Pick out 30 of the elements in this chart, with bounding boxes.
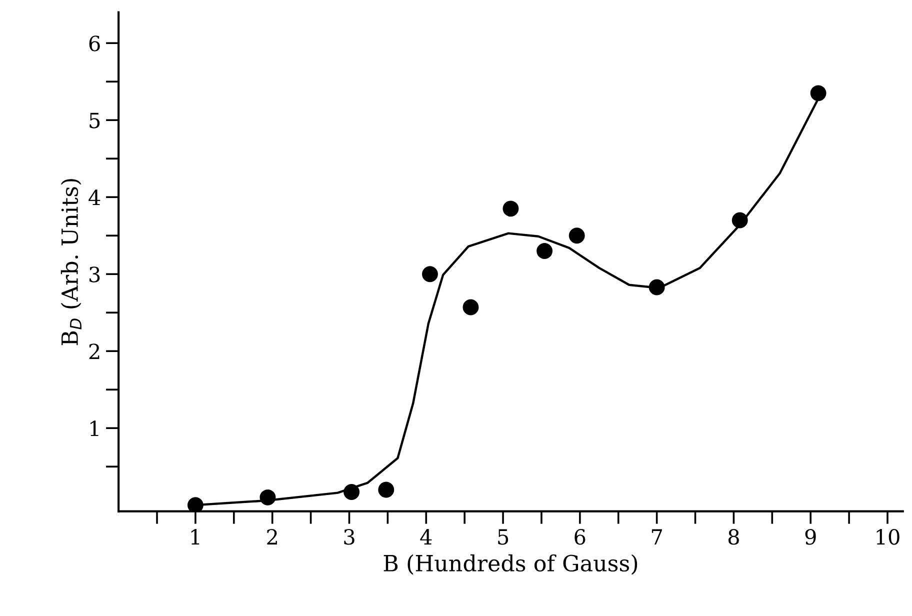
x-tick-label: 8	[728, 529, 739, 545]
point	[422, 266, 438, 282]
y-tick-label: 2	[89, 344, 100, 360]
point	[462, 299, 479, 316]
point	[187, 497, 204, 512]
y-axis-title: B$_{D}$ (Arb. Units)	[60, 179, 82, 346]
y-tick-label: 3	[90, 266, 100, 282]
y-tick-label: 5	[90, 112, 100, 128]
x-axis-title: B (Hundreds of Gauss)	[384, 554, 638, 575]
point	[568, 228, 585, 244]
x-tick-label: 2	[267, 529, 277, 544]
point	[648, 279, 665, 296]
x-tick-label: 4	[420, 529, 432, 544]
x-tick-label: 9	[805, 529, 816, 545]
point	[344, 484, 360, 500]
x-tick-label: 3	[344, 529, 354, 545]
x-tick-label: 10	[876, 529, 900, 545]
x-tick-label: 6	[574, 529, 586, 545]
y-tick-label: 1	[90, 420, 98, 436]
x-tick-label: 7	[652, 529, 662, 544]
point	[502, 200, 519, 217]
y-tick-label: 6	[89, 36, 100, 52]
point	[378, 482, 394, 498]
y-tick-label: 4	[88, 190, 100, 206]
point	[810, 85, 826, 102]
point	[732, 212, 748, 228]
point	[536, 243, 553, 259]
x-tick-label: 5	[498, 529, 508, 545]
x-tick-label: 1	[191, 529, 200, 544]
point	[260, 489, 276, 506]
